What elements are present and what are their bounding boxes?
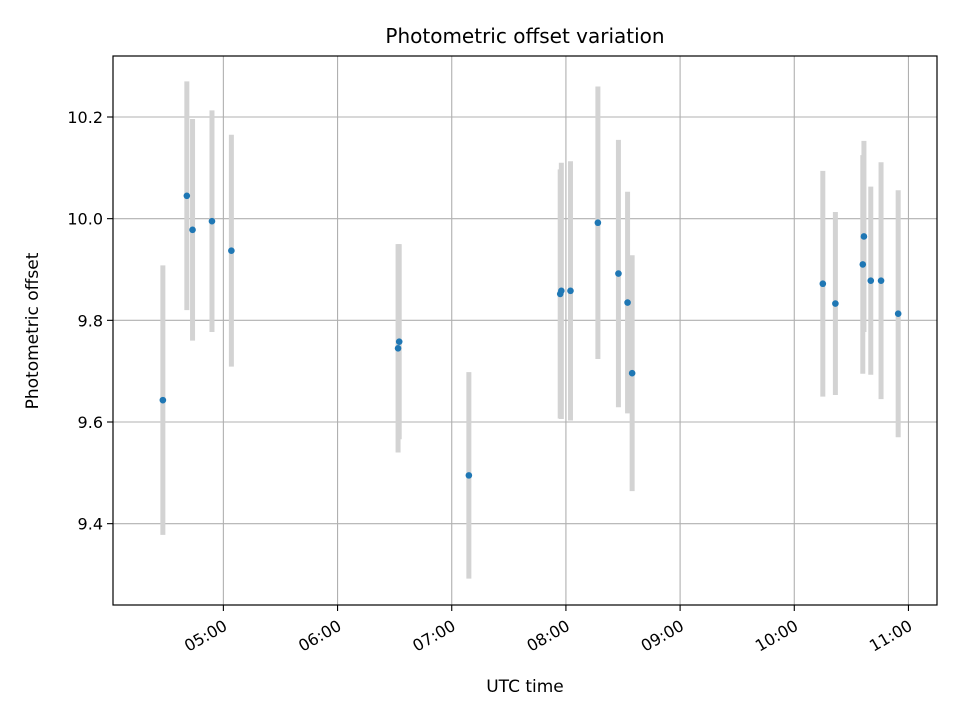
data-point	[567, 287, 574, 295]
data-point	[228, 247, 235, 254]
data-point	[624, 299, 631, 306]
data-point	[860, 233, 868, 240]
data-point	[159, 396, 167, 404]
y-tick-label: 10.0	[67, 210, 103, 229]
data-point	[832, 300, 839, 307]
data-point	[465, 472, 473, 479]
data-point	[594, 219, 602, 227]
data-point	[859, 261, 867, 268]
data-point	[394, 344, 402, 352]
data-point	[894, 310, 902, 318]
chart-title: Photometric offset variation	[385, 24, 664, 48]
x-axis-label: UTC time	[486, 677, 564, 697]
data-points	[159, 192, 902, 479]
y-axis-ticks: 9.4 9.6 9.8 10.0 10.2	[67, 108, 113, 534]
data-point	[628, 369, 636, 377]
plot-area-frame	[112, 55, 938, 606]
data-point	[189, 226, 196, 234]
y-tick-label: 10.2	[67, 108, 103, 127]
data-point	[867, 277, 875, 284]
grid-lines	[113, 56, 937, 605]
data-point	[208, 217, 216, 225]
data-point	[819, 280, 827, 288]
data-point	[395, 338, 403, 345]
data-point	[183, 192, 191, 200]
data-point	[877, 277, 885, 284]
data-point	[615, 270, 622, 277]
y-tick-label: 9.8	[78, 311, 103, 330]
y-tick-label: 9.4	[78, 515, 103, 534]
y-axis-label: Photometric offset	[23, 252, 43, 409]
y-tick-label: 9.6	[78, 413, 103, 432]
data-point	[558, 287, 565, 295]
